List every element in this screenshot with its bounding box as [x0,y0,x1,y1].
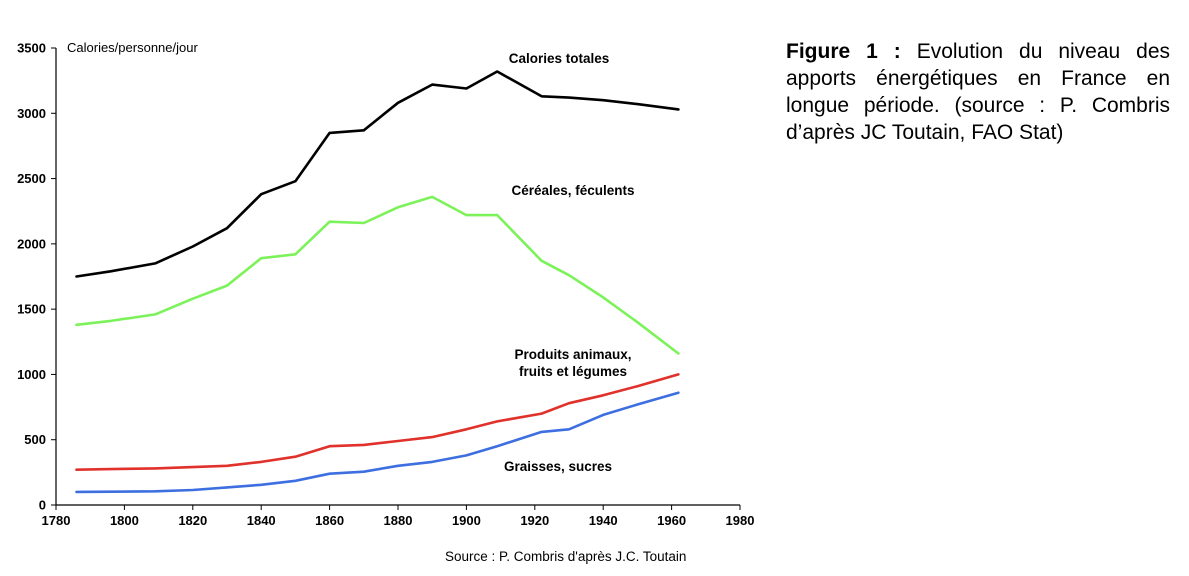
x-tick-label: 1940 [589,513,618,528]
figure-caption-text: Evolution du niveau des apports énergéti… [786,40,1170,144]
series-line-2 [75,195,680,355]
x-tick-label: 1800 [110,513,139,528]
y-tick-label: 2000 [17,236,46,251]
x-tick-label: 1920 [520,513,549,528]
figure-caption: Figure 1 : Evolution du niveau des appor… [786,38,1170,146]
series-line-3 [75,373,680,472]
series-label-2: Céréales, féculents [511,183,634,198]
series-label-4: Graisses, sucres [504,459,612,474]
tick-labels: 0 500 1000 1500 2000 2500 3000 3500 1780 1800 1820… [17,41,754,529]
series-label-1: Calories totales [509,51,610,66]
y-tick-label: 3500 [17,41,46,56]
axes [51,47,741,510]
x-tick-label: 1820 [178,513,207,528]
y-tick-label: 0 [39,498,46,513]
x-tick-label: 1980 [726,513,755,528]
series-line-1 [75,70,680,278]
y-tick-label: 500 [24,432,46,447]
x-tick-label: 1840 [247,513,276,528]
y-tick-label: 1000 [17,367,46,382]
y-tick-label: 2500 [17,171,46,186]
x-tick-label: 1780 [42,513,71,528]
y-axis-unit-label: Calories/personne/jour [67,40,198,55]
series-lines [75,70,680,494]
x-tick-label: 1960 [657,513,686,528]
series-line-4 [75,391,680,494]
y-tick-label: 3000 [17,106,46,121]
x-tick-label: 1880 [384,513,413,528]
series-label-line: fruits et légumes [519,364,627,379]
series-labels: Calories totales Céréales, féculents Produ… [504,51,635,474]
x-tick-label: 1900 [452,513,481,528]
line-chart: 0 500 1000 1500 2000 2500 3000 3500 1780 1800 1820… [17,40,754,564]
series-label-3: Produits animaux, fruits et légumes [514,347,631,379]
y-tick-label: 1500 [17,302,46,317]
chart-area: 0 500 1000 1500 2000 2500 3000 3500 1780 1800 1820… [17,40,754,564]
x-tick-label: 1860 [315,513,344,528]
source-note: Source : P. Combris d'après J.C. Toutain [445,549,686,564]
figure-caption-label: Figure 1 : [786,40,901,63]
series-label-line: Produits animaux, [514,347,631,362]
